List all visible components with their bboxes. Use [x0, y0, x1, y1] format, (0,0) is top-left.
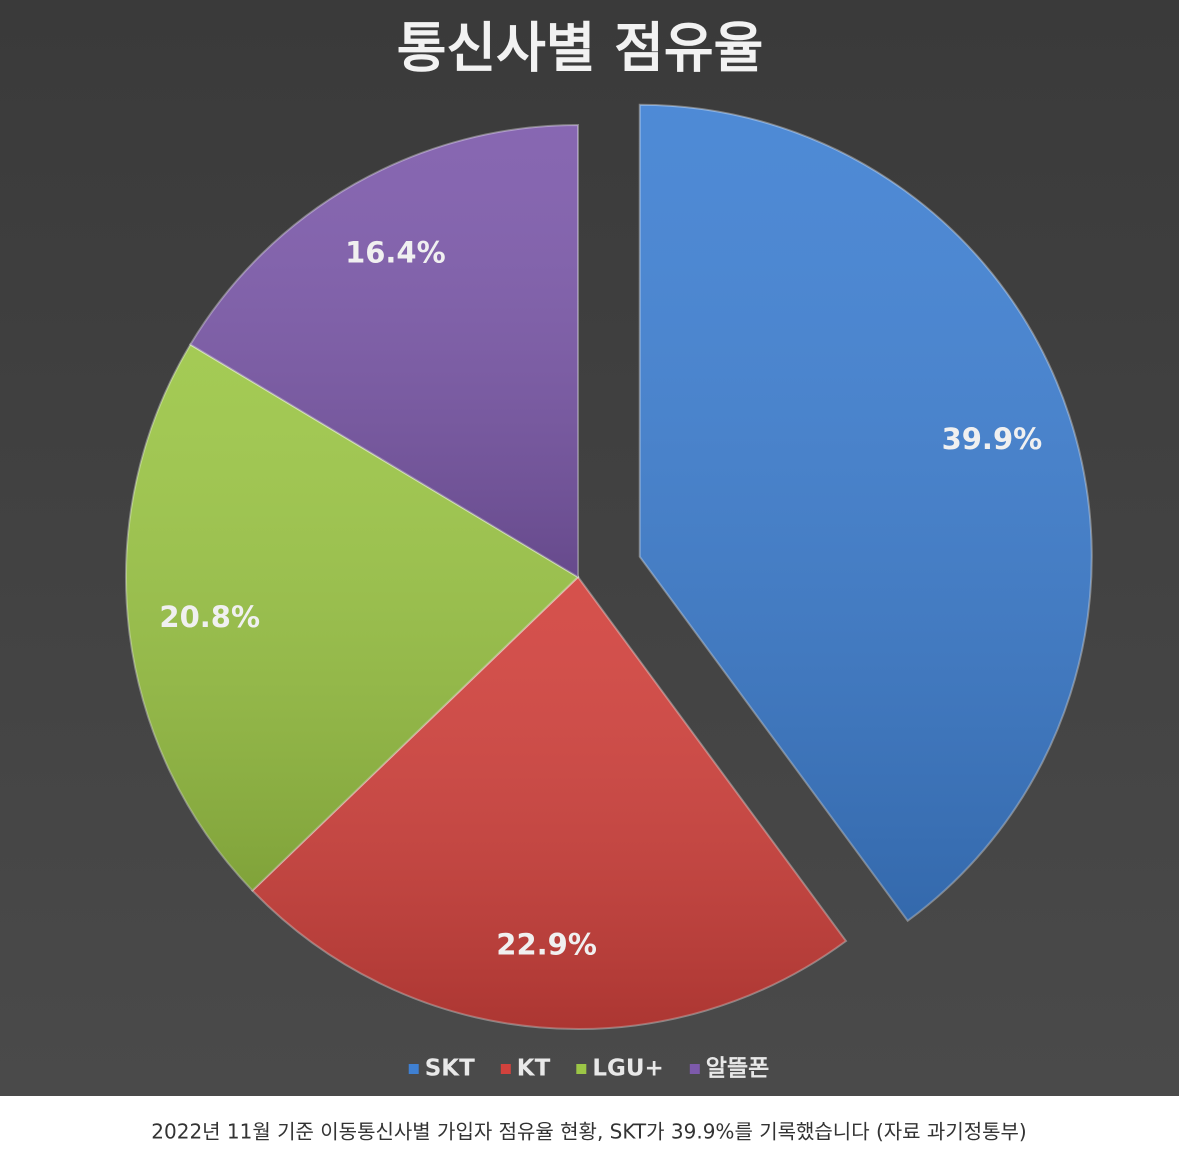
legend-swatch [500, 1064, 511, 1074]
chart-title: 통신사별 점유율 [397, 17, 764, 80]
legend-label: SKT [425, 1056, 475, 1082]
data-label: 16.4% [345, 235, 446, 269]
data-label: 39.9% [942, 422, 1043, 456]
legend-label: KT [517, 1056, 551, 1082]
data-label: 22.9% [496, 927, 597, 961]
legend-swatch [576, 1064, 587, 1074]
caption: 2022년 11월 기준 이동통신사별 가입자 점유율 현황, SKT가 39.… [151, 1120, 1026, 1144]
legend-swatch [689, 1064, 700, 1074]
legend-label: 알뜰폰 [706, 1056, 769, 1082]
legend-label: LGU+ [592, 1056, 663, 1082]
data-label: 20.8% [159, 600, 260, 634]
legend-swatch [408, 1064, 419, 1074]
